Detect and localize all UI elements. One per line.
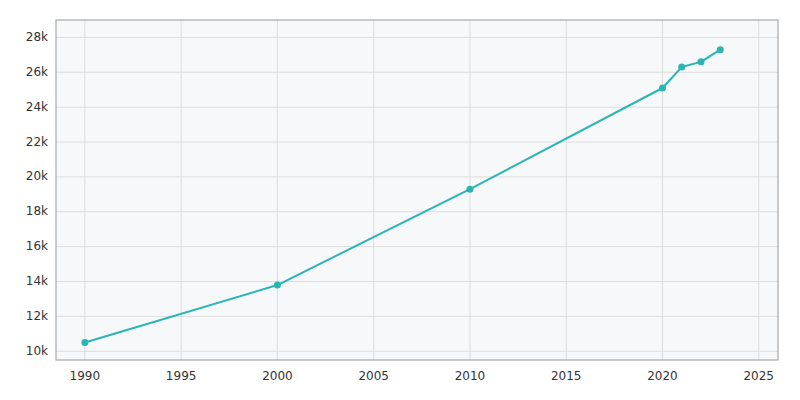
x-grid-line [373,20,374,360]
marker [466,186,473,193]
y-grid-line [56,142,778,143]
x-grid-line [181,20,182,360]
x-tick-label: 2020 [647,369,678,383]
x-grid-line [84,20,85,360]
marker [274,282,281,289]
x-tick-label: 2015 [551,369,582,383]
y-grid-line [56,351,778,352]
y-grid-line [56,176,778,177]
y-tick-label: 10k [26,344,48,358]
x-grid-line [277,20,278,360]
y-tick-label: 18k [26,204,48,218]
chart-svg: 1990 1995 2000 2005 2010 2015 2020 2025 10k 12k 14… [0,0,800,400]
y-grid-line [56,316,778,317]
grid [56,20,778,360]
x-grid-line [566,20,567,360]
y-grid-line [56,246,778,247]
y-tick-label: 28k [26,30,48,44]
y-grid-line [56,211,778,212]
y-grid-line [56,107,778,108]
marker [717,46,724,53]
axes: 1990 1995 2000 2005 2010 2015 2020 2025 10k 12k 14… [26,30,774,383]
x-tick-label: 2025 [743,369,774,383]
y-tick-label: 16k [26,239,48,253]
x-tick-label: 2000 [262,369,293,383]
line [85,50,720,343]
data-layer [81,46,723,346]
x-tick-label: 1995 [166,369,197,383]
chart-container: 1990 1995 2000 2005 2010 2015 2020 2025 10k 12k 14… [0,0,800,400]
x-tick-label: 2010 [455,369,486,383]
marker [659,85,666,92]
plot-frame [56,20,778,360]
x-grid-line [662,20,663,360]
marker [697,58,704,65]
marker [678,64,685,71]
y-grid-line [56,72,778,73]
y-tick-label: 12k [26,309,48,323]
y-tick-label: 26k [26,65,48,79]
marker [81,339,88,346]
y-tick-label: 14k [26,274,48,288]
x-tick-label: 1990 [70,369,101,383]
x-tick-label: 2005 [358,369,389,383]
y-grid-line [56,281,778,282]
plot-background [56,20,778,360]
y-tick-label: 20k [26,169,48,183]
y-tick-label: 24k [26,100,48,114]
y-tick-label: 22k [26,135,48,149]
y-grid-line [56,37,778,38]
x-grid-line [758,20,759,360]
